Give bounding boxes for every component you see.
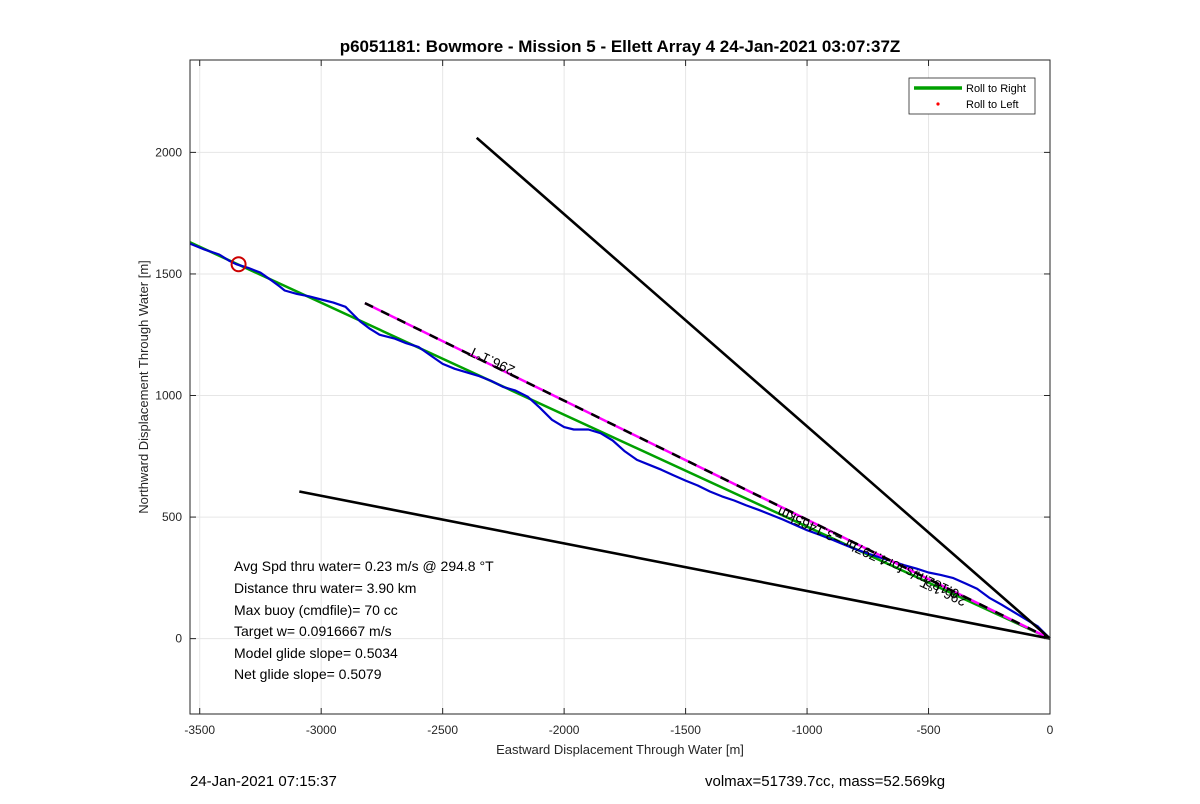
legend-label-roll-left: Roll to Left — [966, 99, 1019, 111]
series-bound-lower — [299, 490, 1051, 640]
y-tick-label: 1500 — [155, 267, 182, 281]
legend: Roll to Right Roll to Left — [908, 77, 1036, 115]
series-bound-upper — [475, 136, 1051, 640]
chart-title: p6051181: Bowmore - Mission 5 - Ellett A… — [340, 37, 901, 56]
x-tick-label: -3500 — [184, 723, 215, 737]
series-layer — [189, 136, 1051, 640]
y-tick-label: 2000 — [155, 145, 182, 159]
series-track — [189, 242, 1051, 640]
y-tick-label: 500 — [162, 510, 182, 524]
legend-label-roll-right: Roll to Right — [966, 83, 1026, 95]
footer-info: volmax=51739.7cc, mass=52.569kg — [705, 773, 946, 790]
x-tick-label: -3000 — [306, 723, 337, 737]
y-tick-label: 1000 — [155, 389, 182, 403]
legend-box — [908, 77, 1036, 115]
stats-block: Avg Spd thru water= 0.23 m/s @ 294.8 °T … — [234, 558, 494, 682]
stat-target-w: Target w= 0.0916667 m/s — [234, 623, 392, 639]
series-roll-right — [189, 241, 1051, 640]
axis-ticks: -3500 -3000 -2500 -2000 -1500 -1000 -500 0 0 500 1… — [155, 60, 1054, 737]
x-axis-label: Eastward Displacement Through Water [m] — [496, 742, 744, 757]
start-marker — [230, 256, 247, 273]
x-tick-label: -1500 — [670, 723, 701, 737]
stat-net-glide-slope: Net glide slope= 0.5079 — [234, 666, 382, 682]
stat-avg-speed: Avg Spd thru water= 0.23 m/s @ 294.8 °T — [234, 558, 494, 574]
x-tick-label: -500 — [917, 723, 941, 737]
stat-max-buoy: Max buoy (cmdfile)= 70 cc — [234, 602, 398, 618]
y-axis-label: Northward Displacement Through Water [m] — [136, 260, 151, 514]
x-tick-label: -2000 — [549, 723, 580, 737]
y-tick-label: 0 — [175, 632, 182, 646]
x-tick-label: -1000 — [792, 723, 823, 737]
legend-swatch-roll-left — [936, 102, 940, 106]
x-tick-label: -2500 — [427, 723, 458, 737]
stat-model-glide-slope: Model glide slope= 0.5034 — [234, 645, 398, 661]
footer-timestamp: 24-Jan-2021 07:15:37 — [190, 773, 337, 790]
series-fit-dash — [364, 301, 1051, 640]
x-tick-label: 0 — [1047, 723, 1054, 737]
plot-frame — [189, 59, 1051, 715]
stat-distance: Distance thru water= 3.90 km — [234, 580, 416, 596]
